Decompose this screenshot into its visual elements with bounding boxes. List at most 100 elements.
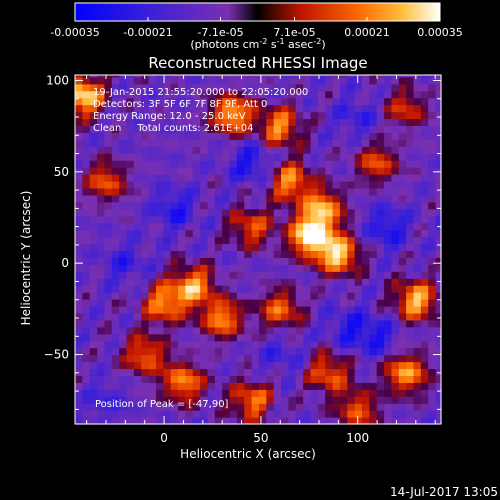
heatmap-cell xyxy=(178,194,186,203)
heatmap-cell xyxy=(222,180,231,189)
heatmap-cell xyxy=(258,76,267,85)
heatmap-cell xyxy=(163,292,172,300)
heatmap-cell xyxy=(141,375,150,383)
heatmap-cell xyxy=(75,167,83,175)
heatmap-cell xyxy=(413,250,422,258)
heatmap-cell xyxy=(148,305,157,314)
heatmap-cell xyxy=(214,333,223,342)
heatmap-cell xyxy=(200,201,209,210)
heatmap-cell xyxy=(435,396,442,404)
heatmap-cell xyxy=(97,410,106,418)
heatmap-cell xyxy=(222,305,231,314)
heatmap-cell xyxy=(310,278,319,286)
heatmap-cell xyxy=(119,194,128,203)
heatmap-cell xyxy=(273,97,282,106)
heatmap-cell xyxy=(170,201,179,210)
heatmap-cell xyxy=(391,312,400,321)
heatmap-cell xyxy=(104,403,113,411)
heatmap-cell xyxy=(435,340,442,349)
heatmap-cell xyxy=(170,354,179,363)
heatmap-cell xyxy=(354,285,363,293)
heatmap-cell xyxy=(133,111,142,120)
heatmap-cell xyxy=(266,222,275,231)
heatmap-cell xyxy=(178,97,186,106)
heatmap-cell xyxy=(200,403,209,411)
heatmap-cell xyxy=(133,403,142,411)
heatmap-cell xyxy=(133,257,142,265)
heatmap-cell xyxy=(82,271,91,279)
heatmap-cell xyxy=(428,75,437,78)
heatmap-cell xyxy=(317,76,326,85)
heatmap-cell xyxy=(251,174,260,182)
heatmap-cell xyxy=(82,222,91,231)
heatmap-cell xyxy=(97,167,106,175)
heatmap-cell xyxy=(200,285,209,293)
heatmap-cell xyxy=(266,104,275,113)
heatmap-cell xyxy=(413,167,422,175)
heatmap-cell xyxy=(170,90,179,99)
heatmap-cell xyxy=(214,243,223,252)
heatmap-cell xyxy=(97,83,106,92)
heatmap-cell xyxy=(207,174,216,182)
heatmap-cell xyxy=(361,76,370,85)
heatmap-cell xyxy=(258,167,267,175)
heatmap-cell xyxy=(369,264,378,272)
heatmap-cell xyxy=(258,292,267,300)
heatmap-cell xyxy=(207,90,216,99)
heatmap-cell xyxy=(354,139,363,147)
heatmap-cell xyxy=(97,180,106,189)
heatmap-cell xyxy=(317,305,326,314)
heatmap-cell xyxy=(75,292,83,300)
heatmap-cell xyxy=(104,229,113,238)
heatmap-cell xyxy=(155,215,164,224)
heatmap-cell xyxy=(104,160,113,168)
heatmap-cell xyxy=(325,125,334,133)
heatmap-cell xyxy=(229,187,238,196)
heatmap-cell xyxy=(420,278,429,286)
heatmap-cell xyxy=(185,250,194,258)
heatmap-cell xyxy=(244,410,253,418)
heatmap-cell xyxy=(214,97,223,106)
heatmap-cell xyxy=(369,194,378,203)
heatmap-cell xyxy=(75,264,83,272)
heatmap-cell xyxy=(420,312,429,321)
heatmap-cell xyxy=(391,174,400,182)
heatmap-cell xyxy=(133,201,142,210)
heatmap-cell xyxy=(384,417,393,425)
heatmap-cell xyxy=(310,97,319,106)
heatmap-cell xyxy=(258,90,267,99)
heatmap-cell xyxy=(354,118,363,127)
heatmap-cell xyxy=(222,333,231,342)
heatmap-cell xyxy=(347,83,356,92)
heatmap-cell xyxy=(369,354,378,363)
heatmap-cell xyxy=(295,382,304,390)
heatmap-cell xyxy=(229,118,238,127)
heatmap-cell xyxy=(258,208,267,217)
heatmap-cell xyxy=(266,285,275,293)
heatmap-cell xyxy=(244,194,253,203)
heatmap-cell xyxy=(148,90,157,99)
heatmap-cell xyxy=(376,250,385,258)
heatmap-cell xyxy=(376,347,385,356)
heatmap-cell xyxy=(251,243,260,252)
heatmap-cell xyxy=(111,299,120,307)
heatmap-cell xyxy=(384,194,393,203)
heatmap-cell xyxy=(317,403,326,411)
heatmap-cell xyxy=(339,201,348,210)
heatmap-cell xyxy=(75,160,83,168)
heatmap-cell xyxy=(155,104,164,113)
heatmap-cell xyxy=(369,319,378,328)
heatmap-cell xyxy=(391,305,400,314)
heatmap-cell xyxy=(119,285,128,293)
heatmap-cell xyxy=(273,299,282,307)
heatmap-cell xyxy=(111,104,120,113)
heatmap-cell xyxy=(369,111,378,120)
heatmap-cell xyxy=(104,312,113,321)
heatmap-cell xyxy=(266,299,275,307)
heatmap-cell xyxy=(428,236,437,245)
heatmap-cell xyxy=(317,375,326,383)
heatmap-cell xyxy=(295,201,304,210)
heatmap-cell xyxy=(310,180,319,189)
